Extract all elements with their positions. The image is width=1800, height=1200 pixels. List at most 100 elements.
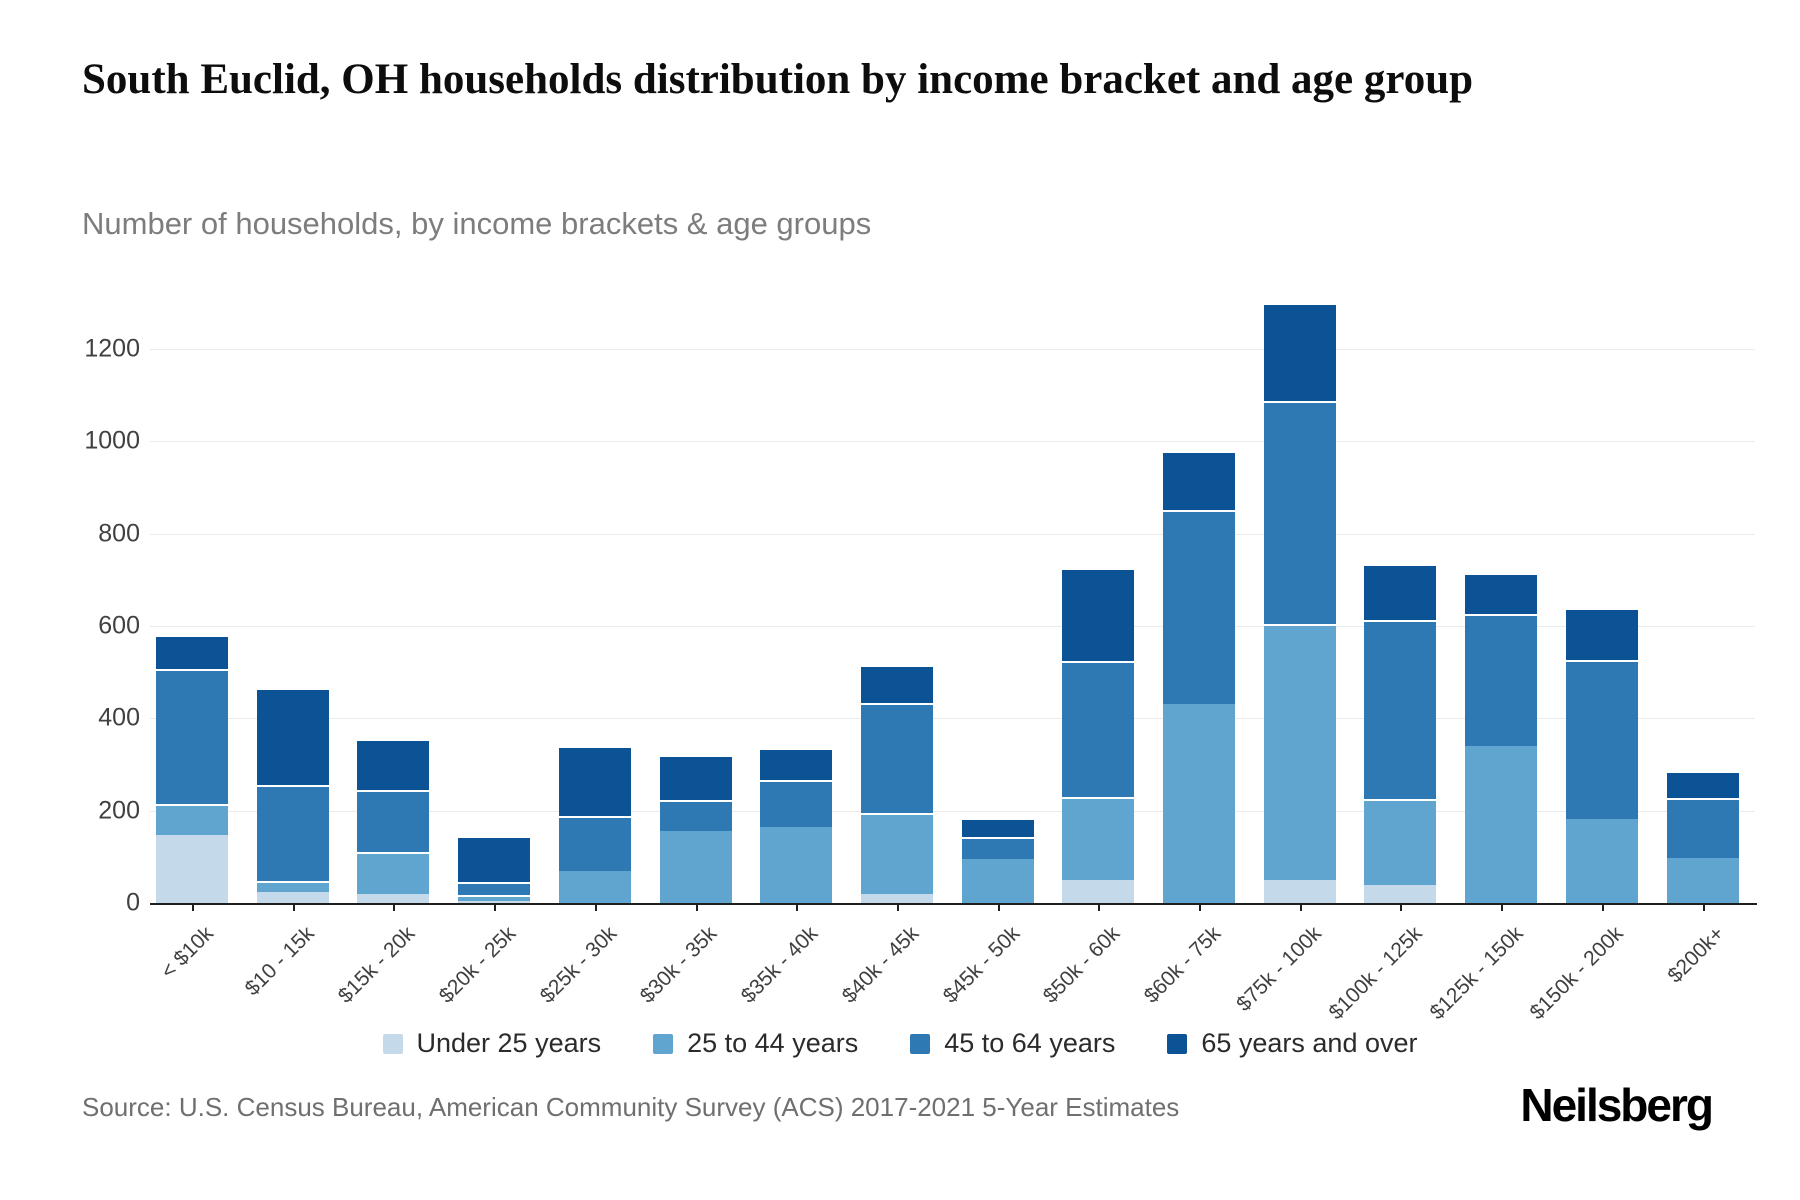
bar-segment[interactable] [1263,624,1336,881]
bar-segment[interactable] [1364,884,1437,903]
bar-segment[interactable] [1666,771,1739,799]
bar-segment[interactable] [1364,563,1437,621]
bar-segment[interactable] [860,665,933,704]
bar-segment[interactable] [1263,880,1336,903]
bar-segment[interactable] [1263,302,1336,401]
bar-segment[interactable] [156,635,228,669]
bar-segment[interactable] [256,891,329,903]
bar-segment[interactable] [1062,568,1135,661]
gridline [150,441,1755,443]
bar-segment[interactable] [659,831,732,903]
bar-segment[interactable] [357,852,430,895]
legend-item[interactable]: 25 to 44 years [653,1028,858,1059]
bar-$10 - 15k[interactable] [256,688,329,903]
y-axis-tick-label: 1000 [84,426,140,455]
bar-segment[interactable] [156,803,228,836]
bar-$50k - 60k[interactable] [1062,568,1135,903]
bar-segment[interactable] [659,799,732,832]
x-axis-tick [1098,905,1101,911]
bar-segment[interactable] [1163,703,1235,903]
legend-label: 65 years and over [1201,1028,1418,1058]
x-axis-label: $100k - 125k [1324,922,1427,1025]
bar-segment[interactable] [1163,450,1235,510]
legend-label: Under 25 years [416,1028,602,1058]
bar-segment[interactable] [1565,818,1638,903]
bar-segment[interactable] [458,882,531,895]
bar-segment[interactable] [961,858,1034,903]
bar-segment[interactable] [1062,660,1135,797]
bar-$200k+[interactable] [1666,771,1739,903]
legend-swatch [910,1033,931,1054]
bar-$30k - 35k[interactable] [659,755,732,903]
y-axis-tick-label: 400 [98,703,140,732]
x-axis-label: $50k - 60k [1038,922,1125,1008]
bar-segment[interactable] [961,837,1034,859]
bar-$125k - 150k[interactable] [1465,572,1538,903]
bar-$15k - 20k[interactable] [357,739,430,903]
bar-segment[interactable] [1263,400,1336,625]
bar-segment[interactable] [256,880,329,892]
bar-segment[interactable] [1565,607,1638,660]
x-axis-tick [1400,905,1403,911]
bar-segment[interactable] [558,815,631,872]
bar-segment[interactable] [1364,798,1437,885]
bar-segment[interactable] [558,871,631,903]
legend-swatch [1167,1033,1188,1054]
bar-segment[interactable] [760,748,833,780]
bar-$40k - 45k[interactable] [860,665,933,903]
bar-segment[interactable] [357,894,430,903]
bar-$20k - 25k[interactable] [458,836,531,903]
bar-segment[interactable] [256,784,329,881]
x-axis-label: $125k - 150k [1425,922,1528,1025]
bar-segment[interactable] [760,826,833,903]
bar-segment[interactable] [357,790,430,853]
bar-segment[interactable] [357,739,430,791]
bar-segment[interactable] [1465,613,1538,746]
bar-$150k - 200k[interactable] [1565,607,1638,903]
x-axis-label: $15k - 20k [334,922,420,1008]
bar-$25k - 30k[interactable] [558,746,631,903]
bar-segment[interactable] [156,668,228,804]
bar-segment[interactable] [961,817,1034,838]
x-axis-tick [1501,905,1504,911]
bar-segment[interactable] [458,900,531,903]
bar-segment[interactable] [1062,796,1135,881]
bar-$60k - 75k[interactable] [1163,450,1235,903]
x-axis-tick [1702,905,1705,911]
bar-< $10k[interactable] [156,635,228,903]
gridline [150,348,1755,350]
bar-segment[interactable] [1465,572,1538,614]
legend-item[interactable]: 65 years and over [1167,1028,1418,1059]
y-axis-tick-label: 0 [126,888,140,917]
legend-label: 25 to 44 years [687,1028,859,1058]
page-title: South Euclid, OH households distribution… [82,56,1474,103]
bar-$35k - 40k[interactable] [760,748,833,903]
x-axis-tick [494,905,497,911]
bar-segment[interactable] [1062,880,1135,903]
bar-segment[interactable] [1364,620,1437,799]
bar-segment[interactable] [860,703,933,814]
legend-item[interactable]: 45 to 64 years [910,1028,1115,1059]
bar-segment[interactable] [659,755,732,800]
bar-$100k - 125k[interactable] [1364,563,1437,903]
bar-$75k - 100k[interactable] [1263,302,1336,903]
x-axis-label: $30k - 35k [636,922,722,1008]
bar-segment[interactable] [558,746,631,816]
bar-segment[interactable] [256,688,329,785]
y-axis-tick-label: 200 [98,796,140,825]
bar-segment[interactable] [458,894,531,901]
bar-segment[interactable] [1163,509,1235,704]
legend-item[interactable]: Under 25 years [382,1028,602,1059]
bar-segment[interactable] [860,894,933,903]
bar-segment[interactable] [1465,745,1538,903]
bar-segment[interactable] [156,835,228,903]
bar-segment[interactable] [860,813,933,894]
bar-segment[interactable] [760,779,833,827]
bar-segment[interactable] [1666,858,1739,903]
bar-segment[interactable] [1565,659,1638,819]
bar-segment[interactable] [458,836,531,883]
y-axis-tick-label: 1200 [84,334,140,363]
bar-segment[interactable] [1666,798,1739,859]
bar-$45k - 50k[interactable] [961,817,1034,903]
